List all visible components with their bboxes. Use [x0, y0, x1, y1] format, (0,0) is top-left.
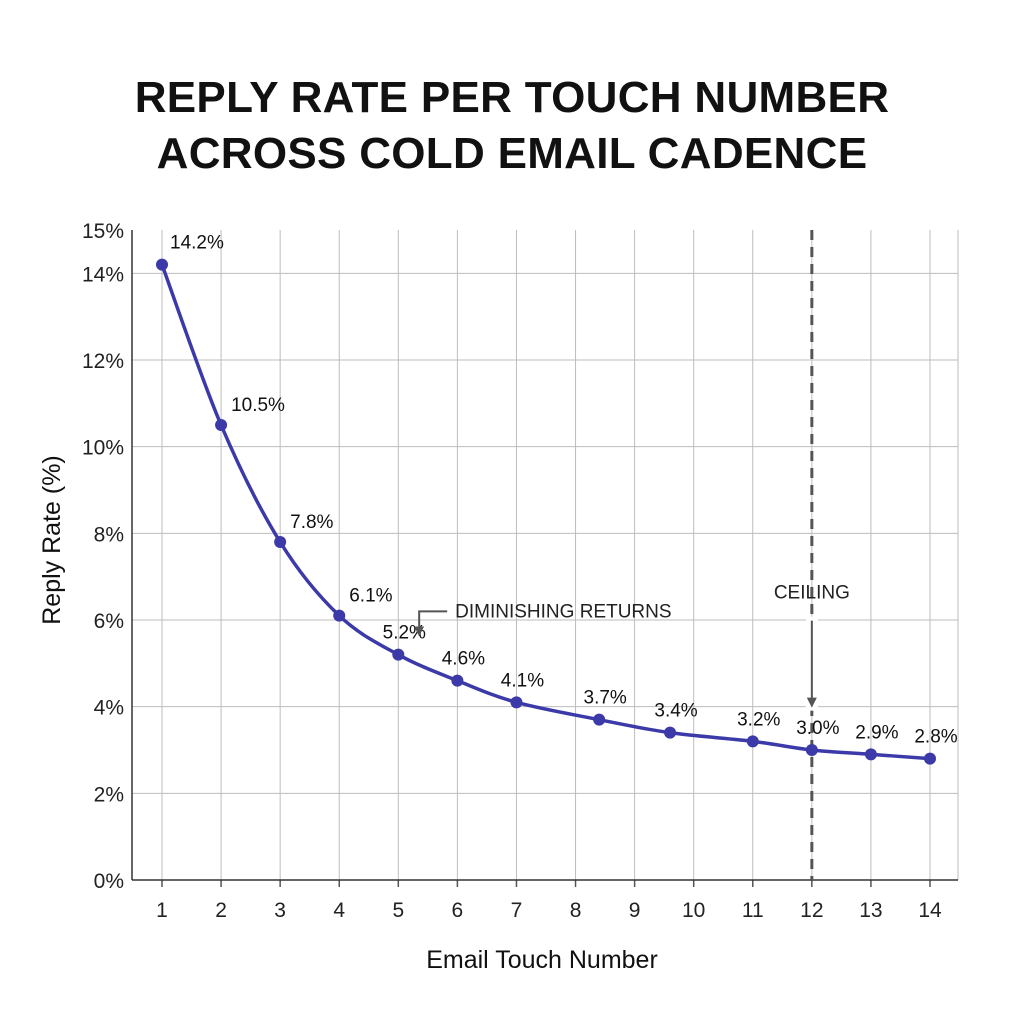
y-tick-label: 10%: [82, 437, 124, 460]
y-tick-label: 8%: [94, 523, 124, 546]
x-tick-label: 2: [215, 899, 227, 922]
annotation-diminishing-returns: DIMINISHING RETURNS: [455, 601, 671, 622]
data-label: 3.2%: [737, 709, 780, 730]
x-tick-label: 10: [682, 899, 705, 922]
data-point: [156, 258, 168, 271]
grid: [132, 230, 959, 881]
data-label: 3.7%: [584, 688, 627, 709]
data-label: 7.8%: [290, 512, 333, 533]
x-tick-label: 5: [392, 899, 404, 922]
x-tick-label: 8: [570, 899, 582, 922]
data-label: 14.2%: [170, 233, 224, 254]
x-tick-label: 12: [800, 899, 823, 922]
y-tick-label: 14%: [82, 263, 124, 286]
data-point: [924, 752, 936, 765]
x-axis-label: Email Touch Number: [426, 946, 658, 974]
x-tick-label: 14: [918, 899, 942, 922]
x-tick-label: 6: [452, 899, 464, 922]
y-tick-label: 6%: [94, 610, 124, 633]
chart-title-line-2: ACROSS COLD EMAIL CADENCE: [156, 129, 868, 178]
data-point: [392, 648, 405, 661]
x-tick-label: 11: [742, 899, 764, 922]
data-point: [864, 748, 877, 761]
series-line: [160, 264, 931, 761]
data-point: [510, 696, 523, 709]
data-point: [805, 744, 818, 756]
x-tick-label: 1: [156, 899, 168, 922]
data-label: 2.9%: [855, 722, 898, 743]
y-tick-label: 15%: [82, 220, 124, 243]
data-point: [451, 674, 464, 687]
data-point: [664, 726, 677, 739]
x-tick-label: 13: [859, 899, 882, 922]
data-point: [746, 735, 759, 748]
y-tick-label: 4%: [94, 697, 124, 720]
y-tick-label: 0%: [94, 870, 124, 893]
axes: 1 2 3 4 5 6 7 8 9 10 11 12 13 140%2%4%6%8%10%12%14%15…: [38, 220, 958, 974]
chart-title-line-1: REPLY RATE PER TOUCH NUMBER: [134, 73, 890, 122]
data-label: 3.4%: [654, 701, 697, 722]
y-tick-label: 2%: [94, 783, 124, 806]
x-tick-label: 9: [629, 899, 641, 922]
annotation-ceiling: CEILING: [774, 583, 850, 604]
data-point: [215, 419, 228, 431]
data-point: [274, 536, 287, 548]
annotations: DIMINISHING RETURNS CEILING: [414, 583, 850, 711]
data-label: 3.0%: [796, 718, 839, 739]
series-layer: [156, 258, 936, 765]
data-label: 6.1%: [349, 586, 392, 607]
y-tick-label: 12%: [82, 350, 124, 373]
y-axis-label: Reply Rate (%): [38, 455, 66, 625]
annotation-arrow-diminishing: [414, 610, 448, 637]
data-labels: 14.2%10.5%7.8%6.1%5.2%4.6%4.1%3.7%3.4% 3.…: [170, 233, 958, 748]
data-point: [333, 609, 346, 622]
x-tick-label: 4: [333, 899, 345, 922]
x-tick-label: 7: [511, 899, 523, 922]
data-label: 2.8%: [914, 727, 957, 748]
x-tick-label: 3: [274, 899, 286, 922]
data-point: [593, 713, 606, 726]
data-label: 4.1%: [501, 670, 544, 691]
data-label: 4.6%: [442, 649, 485, 670]
data-label: 10.5%: [231, 395, 285, 416]
chart-title: REPLY RATE PER TOUCH NUMBER ACROSS COLD …: [0, 70, 1024, 182]
